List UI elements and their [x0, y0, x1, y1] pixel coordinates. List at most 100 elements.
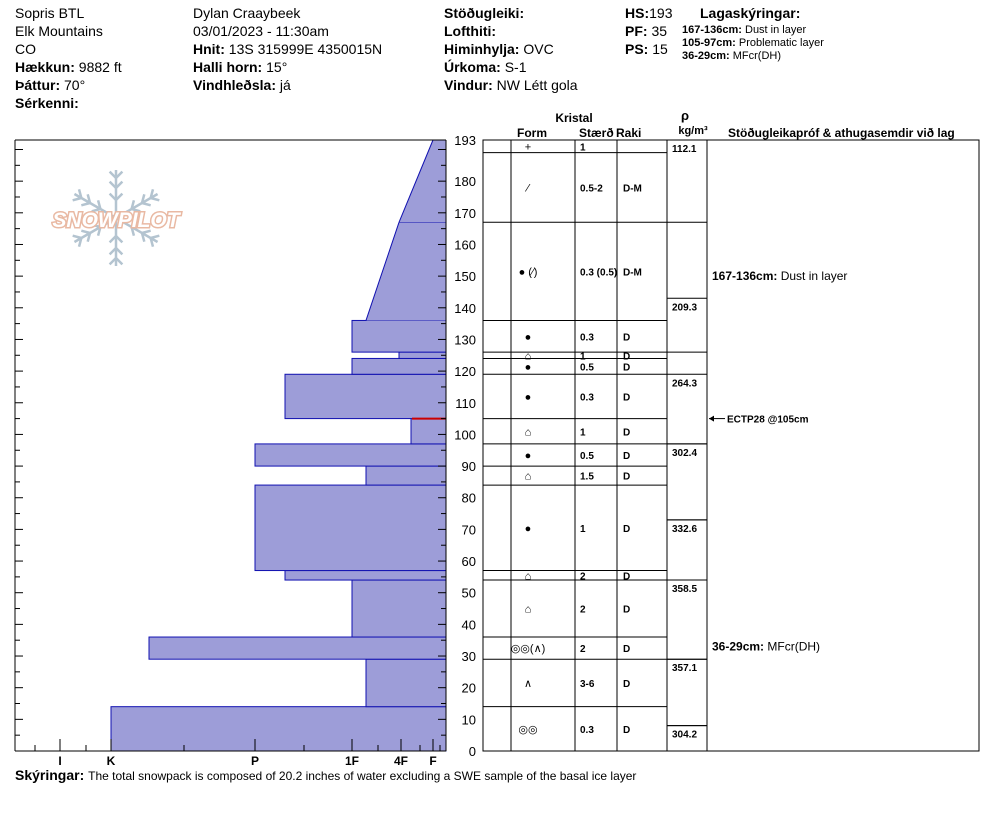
snowflake-branch [108, 235, 117, 244]
layer-form: + [525, 141, 531, 153]
snowflake-branch [72, 234, 82, 240]
comments-header: Stöðugleikapróf & athugasemdir við lag [728, 126, 955, 140]
observation-datetime: 03/01/2023 - 11:30am [193, 23, 329, 39]
height-tick-label: 0 [469, 744, 476, 759]
snowflake-branch [86, 193, 92, 204]
hardness-tick-label: 1F [345, 754, 359, 768]
height-tick-label: 160 [454, 237, 476, 252]
snowflake-branch [141, 201, 151, 207]
hs-label: HS: [625, 5, 650, 21]
layer-form: ● [525, 391, 532, 403]
layer-moisture: D-M [623, 183, 642, 194]
snowflake-branch [108, 170, 117, 179]
hardness-tick-label: I [58, 754, 61, 768]
snowflake-branch [130, 226, 136, 237]
footer-label: Skýringar: [15, 767, 85, 783]
snowflake-branch [81, 201, 91, 207]
layer-size: 0.3 [580, 725, 594, 736]
form-header: Form [517, 126, 547, 140]
mountain-range: Elk Mountains [15, 23, 103, 39]
snowflake-branch [77, 237, 83, 248]
legend-text-2: Problematic layer [738, 37, 824, 49]
layer-size: 3-6 [580, 679, 595, 690]
density-value: 264.3 [672, 378, 697, 389]
height-tick-label: 193 [454, 133, 476, 148]
hardness-bar [410, 418, 447, 445]
snowflake-branch [140, 193, 146, 204]
hardness-bar [148, 636, 447, 660]
snowflake-branch [115, 170, 124, 179]
hardness-bar [254, 484, 447, 572]
wind-value: NW Létt gola [496, 77, 578, 93]
hardness-bar [399, 140, 446, 223]
pf-label: PF: [625, 23, 648, 39]
height-tick-label: 30 [462, 649, 476, 664]
snowflake-branch [150, 234, 160, 240]
pf-value: 35 [651, 23, 668, 39]
pit-depths: HS:193 PF: 35 PS: 15 [625, 4, 672, 58]
wind-label: Vindur: [444, 77, 493, 93]
moisture-header: Raki [616, 126, 641, 140]
weather-info: Stöðugleiki: Lofthiti: Himinhylja: OVC Ú… [444, 4, 578, 94]
hardness-tick-label: F [429, 754, 436, 768]
wind-loading-value: já [279, 77, 291, 93]
layer-form: ● (⁄) [519, 266, 538, 278]
snowflake-branch [115, 192, 124, 201]
density-unit-header: kg/m³ [678, 125, 708, 137]
height-tick-label: 70 [462, 522, 476, 537]
layer-comment: 36-29cm: MFcr(DH) [712, 640, 820, 654]
slope-value: 15° [266, 59, 288, 75]
height-tick-label: 110 [455, 396, 476, 411]
snowflake-branch [108, 247, 117, 256]
density-value: 112.1 [672, 144, 697, 155]
sky-value: OVC [523, 41, 554, 57]
snowflake-branch [81, 229, 91, 235]
hardness-bar [365, 658, 447, 708]
layer-form: ⌂ [525, 426, 532, 438]
hardness-bar-edge [365, 222, 400, 321]
snowflake-branch [91, 207, 101, 213]
ps-label: PS: [625, 41, 649, 57]
slope-label: Halli horn: [193, 59, 263, 75]
location-name: Sopris BTL [15, 5, 85, 21]
layer-moisture: D [623, 524, 630, 535]
layer-form: ◎◎ [518, 724, 537, 736]
layer-size: 1 [580, 142, 586, 153]
observer-name: Dylan Craaybeek [193, 5, 301, 21]
snowflake-branch [150, 196, 160, 202]
crystal-header: Kristal [555, 111, 592, 125]
height-tick-label: 10 [462, 712, 476, 727]
layer-size: 0.5-2 [580, 183, 603, 194]
legend-text-1: Dust in layer [745, 24, 807, 36]
aspect-label: Þáttur: [15, 77, 61, 93]
layer-form: ● [525, 450, 532, 462]
features-label: Sérkenni: [15, 95, 79, 111]
layer-form: ⌂ [525, 570, 532, 582]
legend-title: Lagaskýringar: [700, 5, 801, 21]
site-info: Sopris BTL Elk Mountains CO Hækkun: 9882… [15, 4, 122, 112]
snowflake-branch [115, 247, 124, 256]
wind-loading-label: Vindhleðsla: [193, 77, 276, 93]
layer-form: ⌂ [525, 604, 532, 616]
elevation-value: 9882 ft [78, 59, 122, 75]
layer-moisture: D [623, 571, 630, 582]
layer-moisture: D-M [623, 267, 642, 278]
height-tick-label: 170 [454, 206, 476, 221]
layer-size: 1 [580, 427, 586, 438]
layer-form: ● [525, 331, 532, 343]
hs-value: 193 [649, 5, 673, 21]
snowpilot-logo: SNOWPILOT [51, 170, 183, 266]
height-tick-label: 20 [462, 681, 476, 696]
hardness-tick-label: K [107, 754, 116, 768]
layer-moisture: D [623, 351, 630, 362]
layer-size: 2 [580, 605, 586, 616]
hardness-bar [365, 465, 447, 486]
snowflake-arm [115, 216, 159, 244]
layer-size: 1 [580, 351, 586, 362]
snowflake-arm [115, 192, 159, 220]
snowflake-branch [115, 257, 124, 266]
hardness-bar [284, 373, 447, 420]
aspect-value: 70° [64, 77, 86, 93]
snowflake-branch [108, 180, 117, 189]
